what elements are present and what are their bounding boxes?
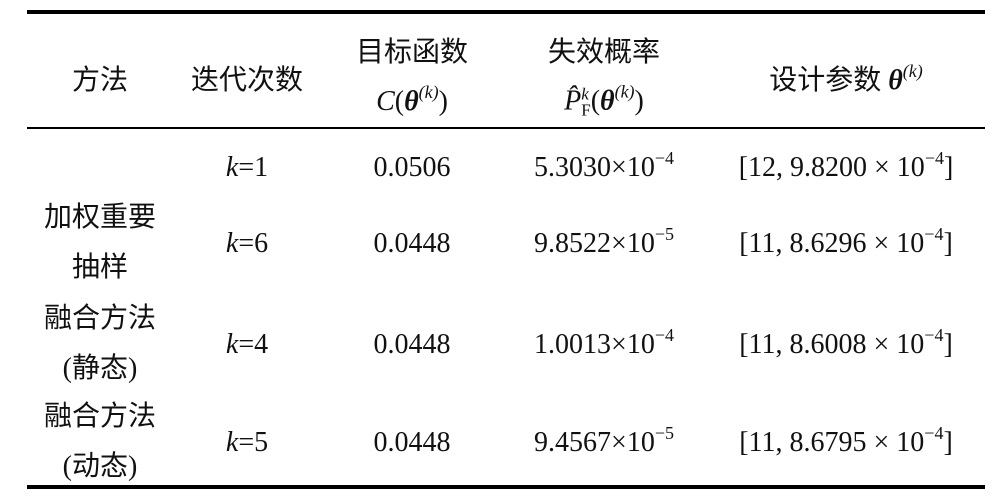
text: ( <box>394 86 405 117</box>
objective-cell: 0.0448 <box>374 329 451 361</box>
method-label: (动态) <box>63 444 138 484</box>
text: k <box>225 228 239 259</box>
text: k <box>581 84 589 104</box>
header-cell: 失效概率 <box>547 37 661 68</box>
text: (静态) <box>62 353 138 384</box>
text: (k) <box>902 61 923 81</box>
header-cell: 目标函数 <box>355 37 469 68</box>
objective-cell: 0.0448 <box>374 427 451 459</box>
text: (k) <box>614 81 635 102</box>
text: C <box>376 86 395 117</box>
text: ] <box>943 152 954 183</box>
text: −4 <box>654 148 674 168</box>
text: 0.0448 <box>373 329 451 360</box>
method-label: 融合方法 <box>44 296 156 336</box>
iteration-cell: k=1 <box>226 152 268 184</box>
header-cell: 设计参数 θ(k) <box>769 58 923 98</box>
header-formula: C(θ(k)) <box>376 83 448 118</box>
text: =5 <box>238 427 269 458</box>
text: ] <box>943 329 953 360</box>
text: −4 <box>924 423 944 443</box>
header-cell: 迭代次数 <box>190 65 304 96</box>
text: [11, 8.6795 × 10 <box>739 427 925 458</box>
text: k <box>225 427 239 458</box>
text: θ <box>404 86 419 117</box>
iteration-cell: k=5 <box>226 427 268 459</box>
text: ) <box>634 85 644 117</box>
text: 0.0448 <box>373 228 451 259</box>
text: 抽样 <box>71 252 129 283</box>
text: −5 <box>654 423 674 443</box>
text: (动态) <box>62 451 138 482</box>
text: θ <box>600 85 615 117</box>
text: 0.0448 <box>373 427 451 458</box>
text: θ <box>888 65 903 96</box>
text: F <box>581 100 591 120</box>
text: 融合方法 <box>43 401 157 432</box>
method-label: (静态) <box>63 346 138 386</box>
text: 融合方法 <box>43 303 157 334</box>
text: 9.8522×10 <box>534 228 655 259</box>
method-label: 抽样 <box>72 245 128 285</box>
text: 0.0506 <box>373 152 451 183</box>
method-label: 融合方法 <box>44 394 156 434</box>
objective-cell: 0.0448 <box>374 228 451 260</box>
failure-cell: 9.4567×10−5 <box>534 424 674 459</box>
header-rule <box>27 127 985 129</box>
text: =6 <box>238 228 269 259</box>
top-rule <box>27 10 985 14</box>
objective-cell: 0.0506 <box>374 152 451 184</box>
header-cell: 方法 <box>71 65 129 96</box>
text: ] <box>943 427 953 458</box>
text: −4 <box>924 224 944 244</box>
failure-cell: 1.0013×10−4 <box>534 326 674 361</box>
text: 9.4567×10 <box>534 427 655 458</box>
failure-cell: 9.8522×10−5 <box>534 225 674 260</box>
header-formula: P̂k F (θ(k)) <box>564 83 644 120</box>
text: 5.3030×10 <box>534 152 655 183</box>
iteration-cell: k=6 <box>226 228 268 260</box>
text: −4 <box>924 148 944 168</box>
method-label: 加权重要 <box>44 195 156 235</box>
text: 加权重要 <box>43 202 157 233</box>
text: [11, 8.6008 × 10 <box>739 329 925 360</box>
text: =1 <box>238 152 269 183</box>
design-cell: [12, 9.8200 × 10−4] <box>738 149 954 184</box>
text: ] <box>943 228 953 259</box>
text: ) <box>438 86 448 117</box>
text: k <box>225 329 239 360</box>
bottom-rule <box>27 485 985 489</box>
text: −5 <box>654 224 674 244</box>
iteration-cell: k=4 <box>226 329 268 361</box>
text: ( <box>590 85 601 117</box>
design-cell: [11, 8.6008 × 10−4] <box>739 326 953 361</box>
text: [11, 8.6296 × 10 <box>739 228 925 259</box>
text: =4 <box>238 329 269 360</box>
failure-cell: 5.3030×10−4 <box>534 149 674 184</box>
text: −4 <box>654 325 674 345</box>
text: (k) <box>418 82 439 102</box>
text: k <box>225 152 239 183</box>
text: 设计参数 <box>769 65 882 96</box>
text: 1.0013×10 <box>534 329 655 360</box>
text: P̂ <box>564 85 582 117</box>
text: −4 <box>924 325 944 345</box>
text: [12, 9.8200 × 10 <box>738 152 925 183</box>
design-cell: [11, 8.6795 × 10−4] <box>739 424 953 459</box>
design-cell: [11, 8.6296 × 10−4] <box>739 225 953 260</box>
